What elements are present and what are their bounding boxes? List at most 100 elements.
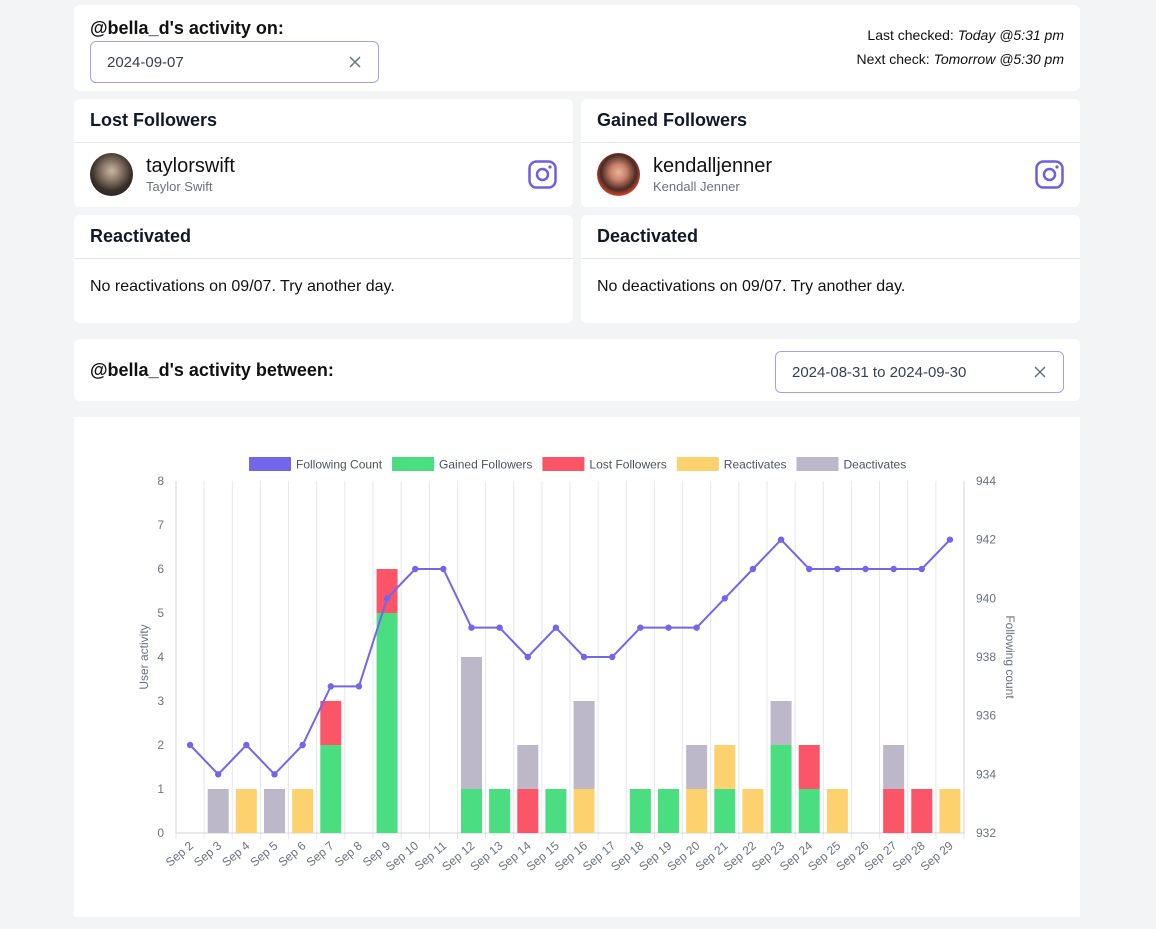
lost-follower-row[interactable]: taylorswift Taylor Swift <box>74 143 573 205</box>
following-count-point <box>412 565 419 573</box>
date-input[interactable]: 2024-09-07 <box>90 41 379 83</box>
y-tick-label: 5 <box>157 606 164 620</box>
bar-deactivates <box>770 701 792 745</box>
x-tick-label: Sep 6 <box>276 838 309 869</box>
x-tick-label: Sep 5 <box>247 838 280 869</box>
lost-followers-card: Lost Followers taylorswift Taylor Swift <box>74 99 573 207</box>
legend-label: Reactivates <box>724 458 787 472</box>
chart-card: 0 1 2 3 4 5 6 7 8 932 934 936 938 940 942 944 User activ… <box>74 417 1080 917</box>
following-count-point <box>806 565 813 573</box>
activity-on-card: @bella_d's activity on: 2024-09-07 Last … <box>74 5 1080 91</box>
x-tick-label: Sep 3 <box>191 838 224 869</box>
activity-chart: 0 1 2 3 4 5 6 7 8 932 934 936 938 940 942 944 User activ… <box>137 457 1017 874</box>
following-count-point <box>243 741 250 749</box>
instagram-link[interactable] <box>1035 159 1064 189</box>
legend-label: Following Count <box>296 458 383 472</box>
check-info: Last checked: Today @5:31 pm Next check:… <box>857 23 1064 71</box>
following-count-point <box>721 595 728 602</box>
following-count-point <box>186 741 194 749</box>
following-count-point <box>468 624 475 631</box>
gained-follower-row[interactable]: kendalljenner Kendall Jenner <box>581 143 1080 205</box>
gained-followers-card: Gained Followers kendalljenner Kendall J… <box>581 99 1080 207</box>
following-count-point <box>355 683 363 690</box>
reactivated-message: No reactivations on 09/07. Try another d… <box>90 278 395 295</box>
bar-lost <box>883 789 905 833</box>
following-count-point <box>496 624 503 631</box>
username: taylorswift <box>146 154 235 177</box>
following-count-point <box>580 653 588 661</box>
legend-swatch <box>392 457 435 471</box>
bar-gained <box>658 789 679 833</box>
y2-tick-label: 932 <box>976 826 996 840</box>
bar-lost <box>320 701 342 745</box>
bar-reactivates <box>742 789 764 833</box>
bar-reactivates <box>686 789 708 833</box>
bar-lost <box>376 569 398 613</box>
bar-deactivates <box>264 789 285 833</box>
bar-deactivates <box>517 745 539 789</box>
following-count-point <box>890 565 897 573</box>
last-checked: Last checked: Today @5:31 pm <box>867 27 1064 43</box>
bar-lost <box>798 745 820 789</box>
following-count-point <box>862 565 869 573</box>
following-count-point <box>918 565 925 573</box>
following-count-point <box>834 565 841 573</box>
legend-swatch <box>676 457 719 471</box>
deactivated-title: Deactivated <box>581 215 1080 259</box>
gained-followers-title: Gained Followers <box>581 99 1080 143</box>
legend: Following Count Gained Followers Lost Foll… <box>249 457 906 472</box>
next-check: Next check: Tomorrow @5:30 pm <box>856 51 1064 67</box>
following-count-point <box>693 624 700 631</box>
bar-reactivates <box>939 789 961 833</box>
date-range-input[interactable]: 2024-08-31 to 2024-09-30 <box>775 351 1064 393</box>
instagram-link[interactable] <box>528 159 557 189</box>
following-count-point <box>524 653 531 661</box>
y2-tick-label: 942 <box>976 533 996 547</box>
x-tick-label: Sep 29 <box>918 838 956 873</box>
bar-gained <box>489 789 511 833</box>
following-count-point <box>440 565 447 573</box>
following-count-point <box>946 536 954 543</box>
y2-axis-title: Following count <box>1003 615 1017 699</box>
clear-range-button[interactable] <box>1033 365 1047 379</box>
full-name: Taylor Swift <box>146 178 213 194</box>
following-count-point <box>271 771 278 778</box>
legend-swatch <box>796 457 839 471</box>
avatar <box>597 152 640 196</box>
bar-gained <box>461 789 482 833</box>
x-tick-label: Sep 2 <box>163 838 196 869</box>
bar-deactivates <box>883 745 905 789</box>
legend-swatch <box>542 457 585 471</box>
bar-deactivates <box>573 701 595 789</box>
following-count-point <box>299 741 306 749</box>
y2-tick-label: 938 <box>976 650 996 664</box>
y-tick-label: 3 <box>157 694 164 708</box>
activity-between-title: @bella_d's activity between: <box>90 360 334 380</box>
following-count-point <box>215 771 222 778</box>
y2-tick-label: 940 <box>976 591 996 605</box>
legend-swatch <box>249 457 291 471</box>
following-count-line <box>189 538 951 776</box>
instagram-icon <box>1035 159 1064 189</box>
y2-tick-label: 934 <box>976 767 996 781</box>
clear-date-button[interactable] <box>348 55 362 69</box>
legend-label: Gained Followers <box>439 458 532 472</box>
following-count-point <box>777 536 785 543</box>
y-tick-label: 7 <box>157 518 164 532</box>
bar-gained <box>714 789 736 833</box>
bar-gained <box>376 613 398 833</box>
x-tick-label: Sep 7 <box>304 838 337 869</box>
y-axis-title: User activity <box>137 624 151 689</box>
bar-reactivates <box>714 745 736 789</box>
y-tick-label: 2 <box>157 738 164 752</box>
bar-gained <box>545 789 567 833</box>
activity-between-card: @bella_d's activity between: 2024-08-31 … <box>74 339 1080 401</box>
bar-gained <box>798 789 820 833</box>
bar-gained <box>320 745 342 833</box>
legend-label: Deactivates <box>844 458 907 472</box>
full-name: Kendall Jenner <box>653 178 740 194</box>
y-tick-label: 1 <box>157 782 164 796</box>
bar-lost <box>517 789 539 833</box>
instagram-icon <box>528 159 557 189</box>
reactivated-title: Reactivated <box>74 215 573 259</box>
